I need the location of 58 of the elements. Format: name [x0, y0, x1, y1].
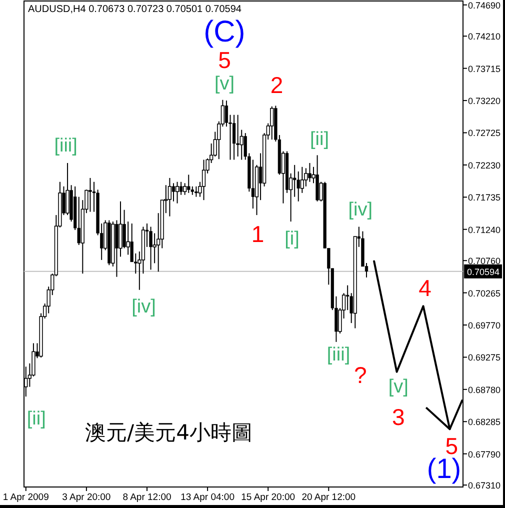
line-series [373, 260, 451, 430]
candlestick [224, 100, 228, 128]
y-tick-label: 0.71735 [468, 192, 501, 203]
x-tick-label: 15 Apr 20:00 [241, 492, 296, 503]
y-tick-label: 0.74210 [468, 32, 501, 42]
candlestick [308, 162, 312, 182]
y-tick-label: 0.72725 [468, 128, 501, 138]
x-tick-label: 8 Apr 12:00 [122, 492, 172, 503]
candlestick [149, 226, 152, 270]
candlestick [88, 177, 92, 212]
candlestick [293, 164, 296, 198]
candlestick [168, 177, 172, 217]
annotation: ? [354, 362, 367, 388]
y-tick-label: 0.67310 [468, 480, 501, 491]
y-tick-label: 0.67790 [468, 449, 501, 460]
candlestick [179, 181, 183, 196]
y-tick-label: 0.74690 [468, 0, 501, 10]
candlestick [175, 181, 180, 204]
y-tick-label: 0.70760 [468, 256, 501, 266]
annotation: [i] [284, 228, 300, 250]
y-tick-label: 0.69770 [468, 320, 501, 330]
chart-title: AUDUSD,H4 0.70673 0.70723 0.70501 0.70594 [28, 4, 242, 15]
annotation: 澳元/美元4小時圖 [85, 420, 252, 444]
y-tick-label: 0.73715 [468, 64, 501, 74]
y-tick-label: 0.69275 [468, 352, 501, 363]
candlestick [270, 106, 274, 140]
annotation: 5 [218, 46, 231, 73]
y-tick-label: 0.70265 [468, 288, 501, 298]
annotation: [iii] [54, 136, 78, 157]
annotation: [iv] [132, 296, 156, 318]
annotation: [iv] [348, 200, 373, 221]
x-tick-label: 20 Apr 12:00 [302, 492, 356, 503]
candlestick [194, 186, 198, 198]
annotation: [ii] [310, 128, 330, 150]
annotation: [v] [214, 74, 235, 95]
candlestick [172, 182, 176, 202]
annotation: 2 [270, 72, 284, 98]
y-tick-label: 0.68780 [468, 384, 501, 395]
annotation: 4 [418, 275, 432, 302]
candlestick [202, 159, 206, 201]
y-tick-label: 0.71240 [468, 224, 501, 235]
candlestick [232, 114, 236, 160]
annotation: [v] [388, 376, 408, 398]
annotation: (C) [204, 16, 246, 48]
y-tick-label: 0.73220 [468, 96, 501, 106]
y-tick-label: 0.68285 [468, 417, 501, 428]
candlestick [187, 174, 190, 194]
annotation: [iii] [326, 344, 350, 366]
ref-line-label: 0.70594 [467, 266, 500, 277]
x-tick-label: 3 Apr 20:00 [62, 492, 111, 503]
annotation: 1 [251, 221, 264, 248]
annotation: 3 [392, 404, 405, 430]
annotation: [ii] [26, 408, 46, 430]
y-tick-label: 0.72230 [468, 160, 501, 170]
x-tick-label: 1 Apr 2009 [2, 492, 49, 503]
x-tick-label: 13 Apr 04:00 [180, 492, 234, 503]
candlestick [66, 162, 70, 216]
candlestick [236, 114, 240, 157]
